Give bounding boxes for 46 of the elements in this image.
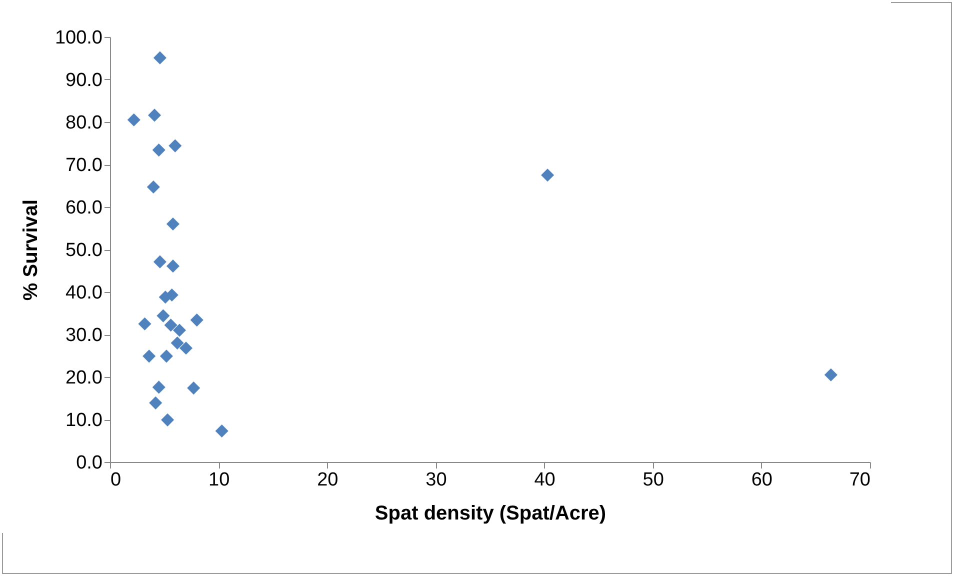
- point: [166, 260, 180, 273]
- point: [164, 318, 178, 332]
- y-tick-label: 30.0: [66, 325, 102, 346]
- y-tick-label: 40.0: [66, 282, 102, 304]
- y-tick-label: 90.0: [66, 70, 102, 91]
- point: [153, 255, 166, 268]
- x-tick-label: 60: [751, 470, 772, 490]
- point: [152, 380, 166, 394]
- y-tick-label: 10.0: [66, 410, 102, 431]
- point: [148, 108, 162, 122]
- x-tick-label: 70: [849, 470, 870, 490]
- point: [127, 113, 140, 126]
- point: [160, 350, 173, 363]
- point: [146, 180, 160, 194]
- x-axis-title: Spat density (Spat/Acre): [374, 502, 606, 524]
- y-tick-label: 20.0: [66, 368, 102, 388]
- x-tick-label: 50: [642, 470, 664, 490]
- point: [215, 424, 228, 438]
- point: [170, 336, 184, 350]
- x-tick-label: 0: [110, 470, 122, 490]
- y-tick-label: 70.0: [66, 155, 102, 176]
- point: [161, 413, 174, 426]
- point: [187, 382, 200, 395]
- point: [172, 324, 186, 337]
- y-tick-label: 60.0: [66, 198, 102, 218]
- point: [824, 368, 838, 382]
- point: [166, 217, 180, 231]
- point: [190, 314, 204, 327]
- point: [149, 396, 162, 410]
- x-tick-label: 20: [317, 470, 338, 490]
- point: [156, 309, 170, 322]
- y-tick-label: 0.0: [76, 452, 102, 474]
- point: [541, 168, 554, 182]
- point: [142, 350, 156, 363]
- point: [152, 144, 166, 157]
- point: [179, 342, 193, 355]
- x-tick-label: 30: [426, 470, 447, 490]
- x-tick-label: 40: [534, 470, 556, 490]
- y-tick-label: 80.0: [66, 112, 102, 134]
- y-tick-label: 100.0: [54, 28, 102, 48]
- y-tick-label: 50.0: [66, 240, 102, 261]
- point: [168, 139, 182, 152]
- y-axis-title: % Survival: [20, 199, 42, 301]
- point: [153, 51, 166, 64]
- point: [138, 317, 152, 330]
- x-tick-label: 10: [208, 470, 230, 490]
